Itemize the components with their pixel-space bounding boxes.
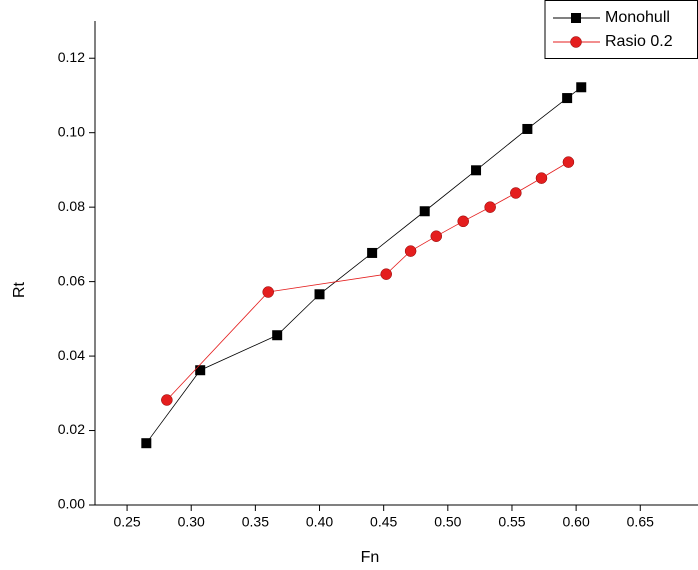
legend-box	[544, 0, 698, 59]
data-point	[430, 230, 443, 242]
x-tick-label: 0.30	[178, 514, 205, 530]
series-line	[145, 86, 582, 444]
data-point	[141, 438, 152, 449]
y-tick-label: 0.12	[58, 49, 85, 65]
legend-label: Monohull	[605, 9, 670, 26]
data-point	[484, 201, 496, 213]
x-tick-label: 0.55	[498, 514, 525, 530]
data-point	[161, 394, 173, 406]
y-tick-label: 0.04	[58, 347, 85, 363]
legend-marker	[571, 13, 581, 23]
data-point	[419, 206, 430, 217]
x-tick-label: 0.25	[113, 514, 140, 530]
legend-label: Rasio 0.2	[605, 33, 673, 50]
data-point	[562, 156, 575, 168]
x-tick-label: 0.35	[242, 514, 269, 530]
data-point	[314, 289, 325, 300]
data-point	[404, 245, 417, 257]
legend-marker	[570, 36, 582, 48]
y-tick-label: 0.02	[58, 421, 85, 437]
data-point	[471, 165, 482, 176]
y-tick-label: 0.00	[58, 496, 85, 512]
y-tick-label: 0.06	[58, 272, 85, 288]
y-tick-label: 0.08	[58, 198, 85, 214]
data-point	[380, 268, 392, 280]
data-point	[535, 172, 548, 184]
series-line	[166, 161, 569, 401]
data-point	[262, 286, 274, 298]
x-tick-label: 0.45	[370, 514, 397, 530]
x-tick-label: 0.40	[306, 514, 333, 530]
data-point	[367, 247, 378, 258]
data-point	[457, 215, 469, 228]
data-point	[195, 365, 206, 376]
y-axis-label: Rt	[11, 281, 28, 298]
data-point	[510, 187, 522, 199]
data-point	[522, 123, 533, 134]
x-axis-label: Fn	[361, 549, 380, 566]
data-point	[576, 82, 587, 93]
x-tick-label: 0.50	[434, 514, 461, 530]
data-point	[272, 330, 283, 341]
y-tick-label: 0.10	[58, 123, 85, 139]
x-tick-label: 0.60	[562, 514, 589, 530]
data-point	[562, 93, 573, 104]
x-tick-label: 0.65	[627, 514, 654, 530]
